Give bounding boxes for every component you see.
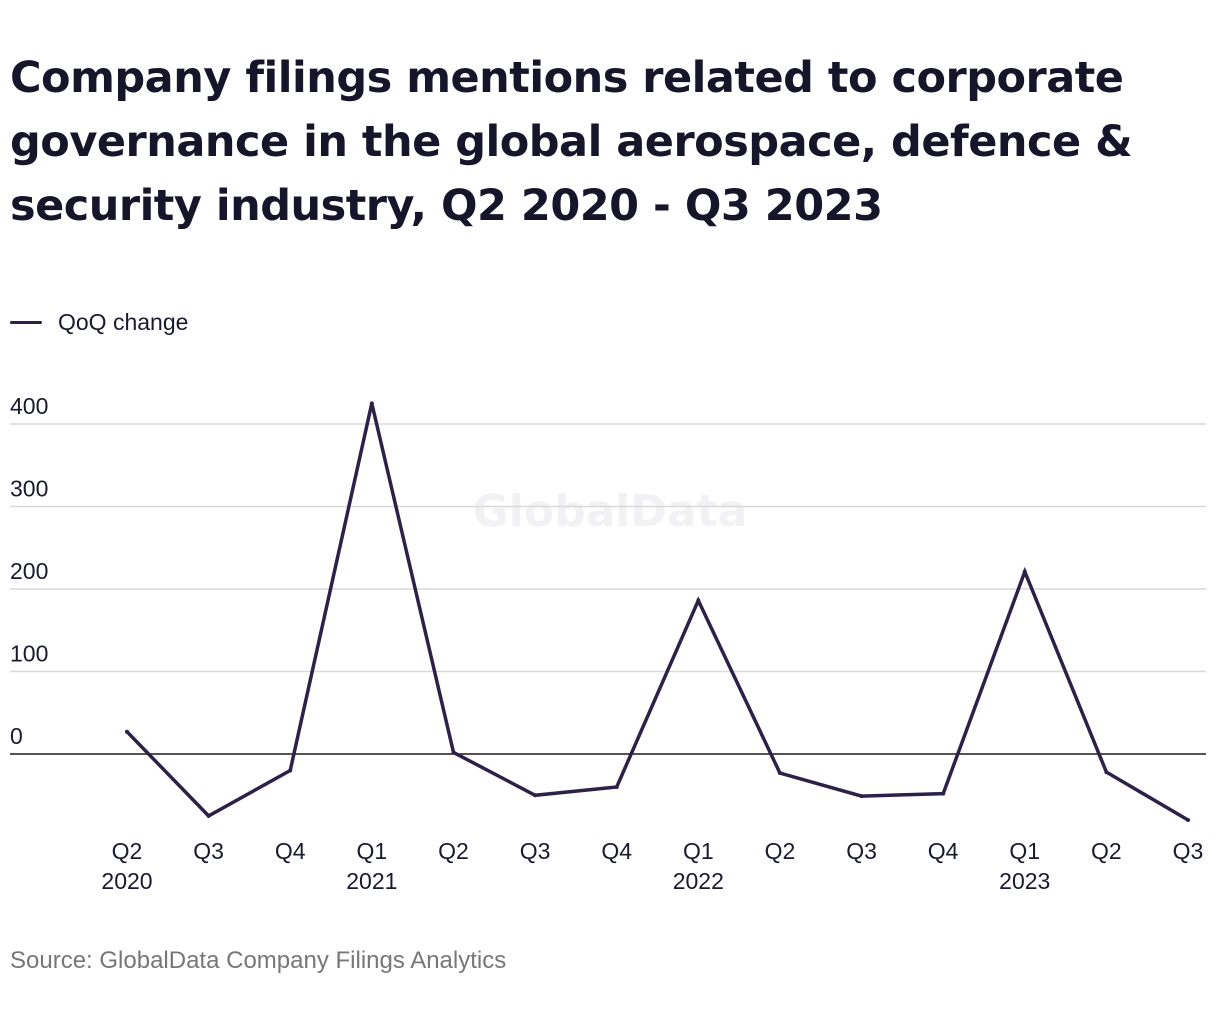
x-tick-label-year: 2020: [101, 868, 152, 894]
x-tick-label-quarter: Q1: [357, 838, 388, 864]
y-tick-label-200: 200: [10, 558, 48, 584]
data-point-q1-2021: [369, 401, 374, 406]
data-point-q4-2022: [941, 791, 946, 796]
x-tick-label-quarter: Q4: [928, 838, 959, 864]
x-tick-label-quarter: Q2: [765, 838, 796, 864]
y-tick-label-0: 0: [10, 723, 23, 749]
data-point-q1-2023: [1022, 569, 1027, 574]
data-point-q3-2023: [1186, 818, 1190, 822]
x-tick-label-year: 2021: [346, 868, 397, 894]
data-point-q2-2023: [1104, 770, 1109, 775]
x-tick-label-year: 2023: [999, 868, 1050, 894]
source-note: Source: GlobalData Company Filings Analy…: [10, 947, 507, 974]
data-point-q2-2020: [125, 729, 129, 734]
data-point-q3-2020: [206, 813, 211, 818]
x-tick-label-quarter: Q3: [1173, 838, 1204, 864]
x-tick-label-year: 2022: [673, 868, 724, 894]
x-tick-label-quarter: Q2: [1091, 838, 1122, 864]
x-tick-label-quarter: Q2: [112, 838, 143, 864]
data-point-q1-2022: [696, 598, 701, 603]
data-point-q4-2020: [288, 768, 293, 773]
data-point-q3-2022: [859, 794, 864, 799]
y-tick-label-300: 300: [10, 476, 48, 502]
legend-label-qoq-change: QoQ change: [58, 308, 189, 335]
chart-title: Company filings mentions related to corp…: [10, 53, 1133, 231]
x-tick-label-quarter: Q3: [193, 838, 224, 864]
data-point-q3-2021: [533, 793, 538, 798]
watermark-text: GlobalData: [473, 486, 748, 537]
data-point-q2-2022: [777, 770, 782, 775]
data-point-q4-2021: [614, 785, 619, 789]
legend-swatch-qoq-change: [10, 320, 42, 324]
x-tick-label-quarter: Q3: [520, 838, 551, 864]
x-tick-label-quarter: Q2: [438, 838, 469, 864]
x-tick-label-quarter: Q1: [1009, 838, 1040, 864]
x-tick-label-quarter: Q4: [601, 838, 632, 864]
data-point-q2-2021: [451, 750, 456, 755]
series-line-qoq-change: [125, 403, 1190, 822]
y-tick-label-400: 400: [10, 393, 48, 419]
x-tick-label-quarter: Q4: [275, 838, 306, 864]
y-tick-label-100: 100: [10, 641, 48, 667]
x-tick-label-quarter: Q3: [846, 838, 877, 864]
x-tick-label-quarter: Q1: [683, 838, 714, 864]
legend: QoQ change: [10, 307, 188, 337]
